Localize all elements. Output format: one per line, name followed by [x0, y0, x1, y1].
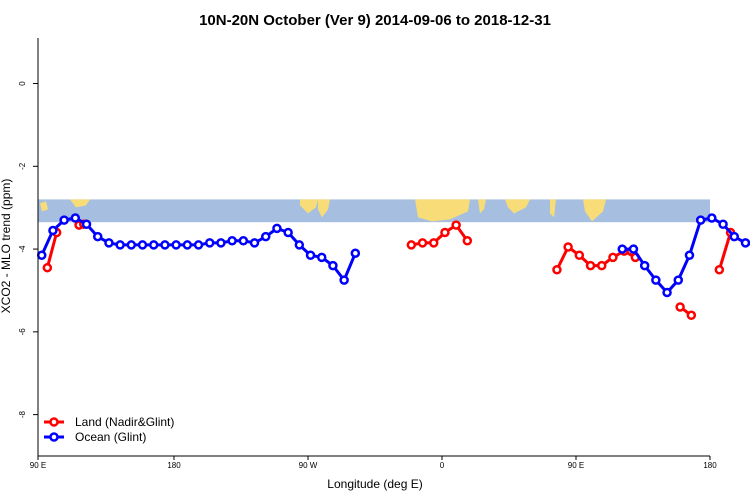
series-1-point-0-22 — [283, 227, 293, 238]
map-land-3 — [478, 199, 486, 214]
series-1-point-1-5 — [673, 275, 684, 285]
series-1-point-0-28 — [350, 248, 361, 258]
y-tick-label-1: -2 — [18, 162, 27, 170]
map-land-2 — [415, 199, 470, 222]
series-1-point-0-20 — [260, 231, 271, 242]
series-1-point-0-19 — [249, 238, 260, 248]
series-0-point-2-4 — [451, 220, 461, 230]
series-1-point-1-1 — [628, 244, 639, 254]
series-1-point-0-2 — [59, 215, 69, 225]
series-1-point-1-8 — [707, 213, 717, 223]
map-land-6 — [583, 199, 606, 222]
series-0-point-3-0 — [552, 265, 562, 275]
x-tick-label-3: 0 — [440, 461, 445, 470]
y-tick-label-3: -6 — [18, 328, 27, 336]
series-0-point-2-3 — [440, 227, 450, 238]
series-1-point-0-21 — [272, 223, 282, 234]
series-0-point-5-0 — [714, 265, 725, 275]
series-0-point-2-0 — [406, 240, 417, 250]
series-1-point-0-7 — [115, 240, 125, 250]
series-1-point-0-15 — [204, 238, 215, 248]
y-tick-label-2: -4 — [18, 245, 27, 253]
x-tick-label-2: 90 W — [299, 461, 318, 470]
series-1-point-0-10 — [148, 240, 159, 250]
chart-title: 10N-20N October (Ver 9) 2014-09-06 to 20… — [199, 12, 551, 29]
y-tick-label-0: 0 — [18, 81, 27, 86]
series-1-point-0-4 — [81, 219, 92, 229]
x-tick-label-0: 90 E — [30, 461, 46, 470]
series-1-point-1-3 — [651, 275, 661, 285]
series-1-point-0-9 — [137, 240, 148, 250]
series-1-point-0-18 — [238, 236, 249, 246]
series-1-point-1-4 — [662, 287, 672, 298]
series-1-point-1-2 — [639, 260, 650, 271]
series-1-point-0-17 — [227, 236, 237, 246]
map-land-1 — [318, 199, 330, 218]
map-ocean — [38, 199, 710, 223]
x-tick-label-5: 180 — [703, 461, 717, 470]
series-0-point-3-1 — [563, 242, 573, 252]
x-tick-label-4: 90 E — [568, 461, 584, 470]
y-axis-label: XCO2 - MLO trend (ppm) — [0, 179, 13, 314]
map-land-0 — [300, 199, 318, 214]
series-1 — [36, 213, 750, 298]
series-0-point-3-5 — [608, 252, 618, 263]
world-map-band — [38, 199, 710, 223]
series-1-point-0-8 — [126, 240, 137, 250]
series-0-line-0 — [45, 232, 59, 269]
series-1-point-1-6 — [684, 250, 695, 261]
series-0-point-2-5 — [462, 236, 473, 246]
series-1-point-0-11 — [160, 240, 170, 250]
series-1-point-1-7 — [695, 215, 706, 225]
legend-ocean-marker — [49, 432, 59, 442]
series-1-point-0-13 — [182, 240, 193, 250]
series-0-point-2-1 — [417, 238, 428, 248]
series-1-point-1-9 — [718, 219, 728, 229]
series-0 — [42, 219, 736, 321]
x-tick-label-1: 180 — [167, 461, 181, 470]
series-0-point-3-4 — [596, 260, 607, 271]
series-0-point-0-0 — [42, 262, 53, 273]
series-1-point-1-0 — [617, 244, 628, 254]
legend-land-marker — [49, 417, 59, 427]
series-1-point-0-14 — [193, 240, 204, 250]
series-0-point-4-1 — [686, 310, 697, 321]
series-1-point-0-26 — [328, 260, 338, 271]
series-1-point-0-3 — [70, 213, 81, 223]
series-1-point-0-23 — [294, 240, 305, 250]
legend-ocean-label: Ocean (Glint) — [75, 430, 146, 444]
map-land-5 — [550, 199, 556, 218]
series-1-point-0-0 — [36, 250, 47, 261]
series-1-point-0-16 — [216, 238, 226, 248]
series-0-point-3-2 — [574, 250, 585, 261]
series-1-point-0-5 — [92, 231, 103, 242]
series-0-point-2-2 — [428, 238, 439, 248]
series-1-point-0-27 — [339, 275, 349, 285]
series-1-point-1-10 — [729, 231, 740, 242]
series-1-point-0-12 — [171, 240, 181, 250]
chart-legend: Land (Nadir&Glint) Ocean (Glint) — [44, 415, 174, 444]
axes: 0 -2 -4 -6 -8 90 E 180 90 W 0 90 E 180 — [18, 38, 717, 470]
series-1-point-1-11 — [740, 238, 750, 248]
series-1-point-0-25 — [316, 252, 327, 263]
series-0-point-3-3 — [585, 260, 596, 271]
series-1-point-0-24 — [305, 250, 316, 261]
plot-area — [36, 213, 750, 321]
series-1-point-0-6 — [104, 238, 114, 248]
series-1-point-0-1 — [48, 225, 58, 236]
series-0-line-5 — [717, 232, 732, 271]
map-land-8 — [40, 201, 48, 212]
map-land-7 — [70, 199, 90, 208]
map-land-4 — [505, 199, 530, 214]
series-1-line-1 — [622, 216, 750, 295]
series-0-point-4-0 — [675, 302, 685, 312]
y-tick-label-4: -8 — [18, 411, 27, 419]
legend-land-label: Land (Nadir&Glint) — [75, 415, 174, 429]
x-axis-label: Longitude (deg E) — [327, 477, 422, 491]
